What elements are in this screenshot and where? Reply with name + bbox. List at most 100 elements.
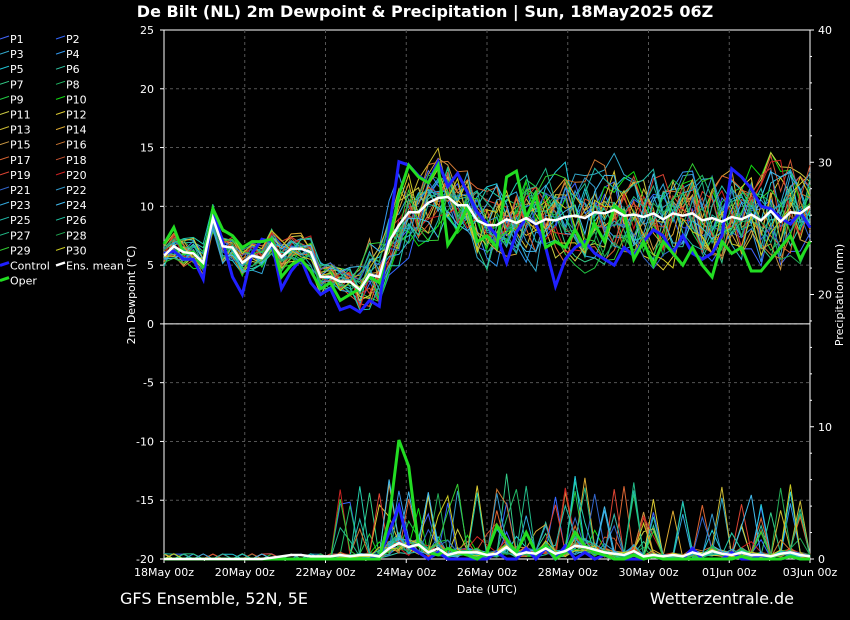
x-axis-label: Date (UTC) xyxy=(457,583,517,596)
legend-swatch xyxy=(0,186,10,191)
y-tick-label-left: 25 xyxy=(140,24,154,37)
precip-line-oper xyxy=(164,439,810,562)
y-tick-label-left: -20 xyxy=(136,553,154,566)
x-tick-label: 18May 00z xyxy=(134,566,194,579)
legend-label: Control xyxy=(10,260,50,273)
y-tick-label-left: 15 xyxy=(140,142,154,155)
dewpoint-line-p30 xyxy=(163,167,811,292)
legend-swatch xyxy=(55,111,66,115)
legend-swatch xyxy=(55,216,66,221)
x-tick-label: 30May 00z xyxy=(618,566,678,579)
legend-swatch xyxy=(55,156,66,161)
legend-swatch xyxy=(0,171,10,176)
legend-label: P29 xyxy=(10,244,31,257)
legend-label: P8 xyxy=(66,78,80,91)
legend-label: P5 xyxy=(10,63,24,76)
y-tick-label-left: 0 xyxy=(147,318,154,331)
legend-swatch xyxy=(0,95,10,100)
y-tick-label-right: 0 xyxy=(818,553,825,566)
legend-label: P22 xyxy=(66,184,87,197)
y-tick-label-right: 10 xyxy=(818,421,832,434)
x-tick-label: 22May 00z xyxy=(295,566,355,579)
legend-swatch xyxy=(55,80,66,85)
legend-swatch xyxy=(55,126,66,131)
legend-swatch xyxy=(0,65,10,70)
legend-swatch xyxy=(0,201,10,206)
legend-swatch xyxy=(55,261,66,267)
legend-label: P19 xyxy=(10,169,31,182)
chart-title: De Bilt (NL) 2m Dewpoint & Precipitation… xyxy=(136,2,714,21)
legend-label: P2 xyxy=(66,33,80,46)
legend-label: Oper xyxy=(10,275,37,288)
footer-site: Wetterzentrale.de xyxy=(649,589,794,608)
y-tick-label-right: 20 xyxy=(818,289,832,302)
legend-swatch xyxy=(55,171,66,176)
legend-label: P26 xyxy=(66,214,87,227)
legend-label: P15 xyxy=(10,139,31,152)
legend-swatch xyxy=(0,261,10,267)
legend-swatch xyxy=(55,65,66,70)
legend-label: P4 xyxy=(66,48,80,61)
legend-label: P27 xyxy=(10,229,31,242)
legend-label: P13 xyxy=(10,124,31,137)
legend-label: P21 xyxy=(10,184,31,197)
dewpoint-line-p27 xyxy=(163,166,811,296)
y-tick-label-left: 5 xyxy=(147,259,154,272)
dewpoint-line-p13 xyxy=(163,146,811,282)
dewpoint-line-p29 xyxy=(163,162,811,291)
y-tick-label-left: 10 xyxy=(140,200,154,213)
legend-swatch xyxy=(55,186,66,191)
legend-swatch xyxy=(0,126,10,131)
legend-swatch xyxy=(0,141,10,146)
legend-label: P28 xyxy=(66,229,87,242)
legend-swatch xyxy=(55,141,66,146)
legend-swatch xyxy=(55,95,66,100)
x-tick-label: 28May 00z xyxy=(538,566,598,579)
legend-swatch xyxy=(0,111,10,115)
legend-label: P10 xyxy=(66,93,87,106)
legend-swatch xyxy=(0,276,10,283)
legend-label: P17 xyxy=(10,154,31,167)
legend-label: P20 xyxy=(66,169,87,182)
x-tick-label: 03Jun 00z xyxy=(783,566,838,579)
legend-label: P1 xyxy=(10,33,24,46)
x-tick-label: 20May 00z xyxy=(215,566,275,579)
legend-label: P11 xyxy=(10,109,31,122)
legend-swatch xyxy=(0,35,10,40)
legend-swatch xyxy=(55,35,66,40)
legend-label: P12 xyxy=(66,109,87,122)
legend-label: P24 xyxy=(66,199,87,212)
x-tick-label: 26May 00z xyxy=(457,566,517,579)
legend-swatch xyxy=(0,80,10,85)
legend-swatch xyxy=(0,231,10,236)
footer-source: GFS Ensemble, 52N, 5E xyxy=(120,589,308,608)
x-tick-label: 01Jun 00z xyxy=(702,566,757,579)
y-tick-label-right: 40 xyxy=(818,24,832,37)
x-tick-label: 24May 00z xyxy=(376,566,436,579)
legend-swatch xyxy=(55,231,66,236)
legend-swatch xyxy=(55,50,66,55)
legend-label: P18 xyxy=(66,154,87,167)
legend-label: Ens. mean xyxy=(66,260,124,273)
y-axis-label-right: Precipitation (mm) xyxy=(833,244,846,346)
legend-swatch xyxy=(0,50,10,55)
legend-label: P3 xyxy=(10,48,24,61)
y-tick-label-left: -15 xyxy=(136,494,154,507)
legend-swatch xyxy=(55,246,66,251)
legend-swatch xyxy=(0,246,10,251)
dewpoint-line-p28 xyxy=(163,174,811,294)
legend-label: P30 xyxy=(66,244,87,257)
legend-swatch xyxy=(0,216,10,221)
y-tick-label-left: 20 xyxy=(140,83,154,96)
y-tick-label-left: -5 xyxy=(143,377,154,390)
dewpoint-line-ens-mean xyxy=(163,195,811,292)
precip-line-ens-mean xyxy=(164,541,811,561)
legend-label: P14 xyxy=(66,124,87,137)
y-tick-label-left: -10 xyxy=(136,435,154,448)
legend-label: P23 xyxy=(10,199,31,212)
legend-swatch xyxy=(55,201,66,206)
legend-label: P7 xyxy=(10,78,24,91)
legend-label: P25 xyxy=(10,214,31,227)
